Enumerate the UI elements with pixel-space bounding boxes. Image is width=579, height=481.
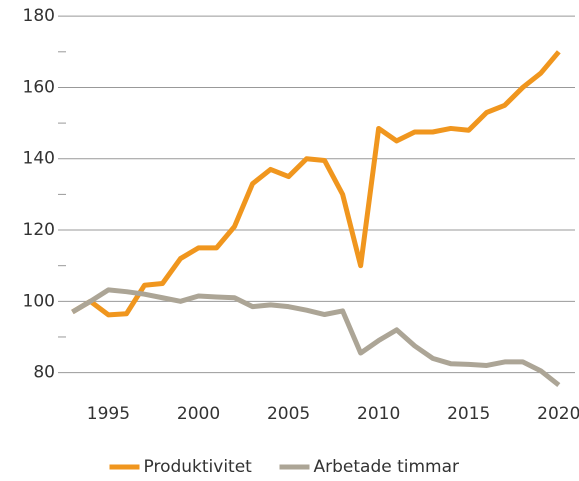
x-tick-label: 2020 [537,404,579,424]
x-tick-label: 2015 [447,404,490,424]
x-tick-label: 2005 [267,404,310,424]
y-tick-label: 100 [23,291,55,311]
x-tick-label: 2000 [177,404,220,424]
series-line [71,50,561,318]
legend-label: Arbetade timmar [314,457,460,477]
y-tick-label: 180 [23,6,55,26]
y-tick-label: 160 [23,77,55,97]
y-tick-label: 120 [23,220,55,240]
x-tick-label: 2010 [357,404,400,424]
y-tick-label: 80 [33,363,55,383]
legend-label: Produktivitet [144,457,253,477]
y-tick-label: 140 [23,149,55,169]
x-tick-label: 1995 [87,404,130,424]
series-line [71,287,561,388]
